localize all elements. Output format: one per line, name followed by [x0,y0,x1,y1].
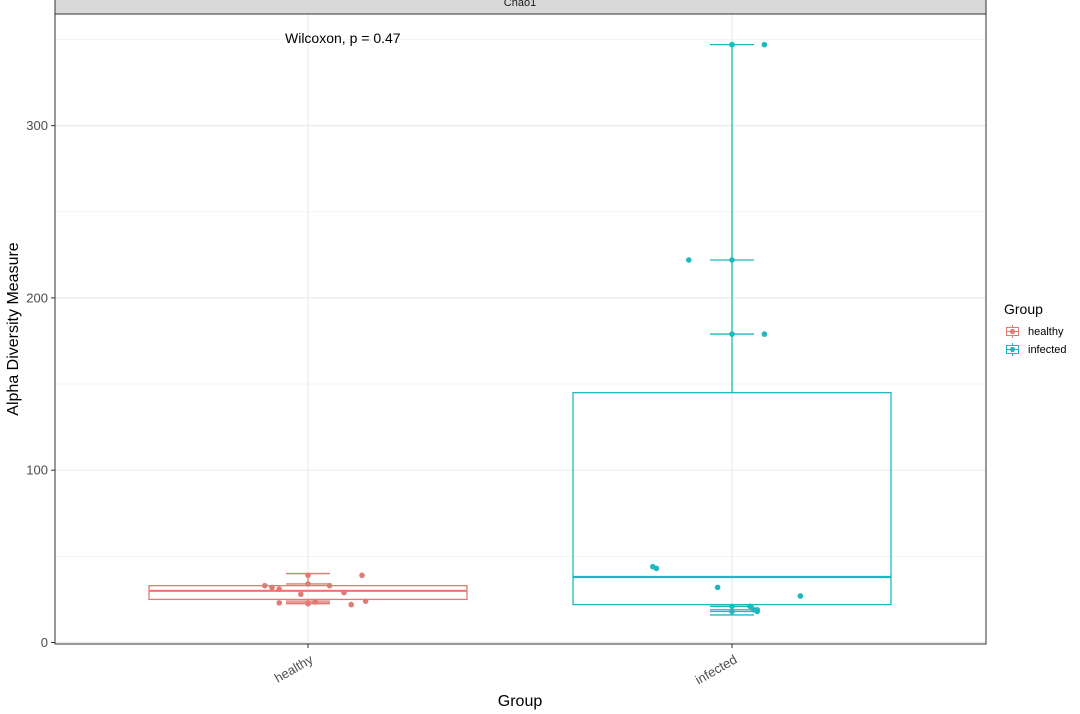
data-point [729,257,735,263]
data-point [305,600,311,607]
x-axis: healthy infected [272,644,740,687]
data-point [729,331,735,337]
data-point [797,593,804,599]
y-tick-label: 300 [26,118,48,133]
wilcoxon-annotation: Wilcoxon, p = 0.47 [285,30,401,46]
data-point [276,586,283,592]
y-axis: 0 100 200 300 [26,118,55,650]
y-tick-label: 0 [41,635,48,650]
x-axis-title: Group [498,693,543,710]
x-tick-label: infected [693,652,740,688]
facet-strip-label: Chao1 [504,0,536,9]
legend: Group healthy infected [1004,301,1067,357]
data-point [276,600,283,606]
data-point [747,603,753,610]
data-point [305,581,311,587]
legend-key-healthy [1005,324,1020,339]
data-point [298,591,304,598]
y-tick-label: 200 [26,290,48,305]
data-point [729,603,735,610]
point-layer [262,41,804,615]
data-point [359,572,365,579]
legend-key-point [1009,346,1016,353]
legend-key-point [1009,328,1016,335]
plot-panel [55,14,986,644]
data-point [262,582,268,589]
data-point [754,608,760,615]
data-point [362,598,369,604]
legend-label: infected [1028,344,1067,356]
data-point [686,257,692,263]
data-point [312,599,319,605]
data-point [653,565,660,572]
legend-title: Group [1004,301,1043,317]
box-iqr [148,584,468,601]
data-point [729,608,735,615]
legend-label: healthy [1028,326,1064,338]
data-point [269,584,275,591]
y-axis-title: Alpha Diversity Measure [5,242,22,416]
y-tick-label: 100 [26,463,48,478]
grid-lines [55,14,986,644]
data-point [305,572,311,579]
data-point [761,331,768,337]
x-tick-label: healthy [272,651,316,685]
data-point [341,589,347,596]
box-iqr [572,392,892,606]
data-point [761,41,768,48]
data-point [326,582,333,589]
legend-key-infected [1005,342,1020,357]
data-point [714,584,721,591]
panel-border [54,13,987,645]
data-point [729,41,735,48]
data-point [348,601,355,608]
